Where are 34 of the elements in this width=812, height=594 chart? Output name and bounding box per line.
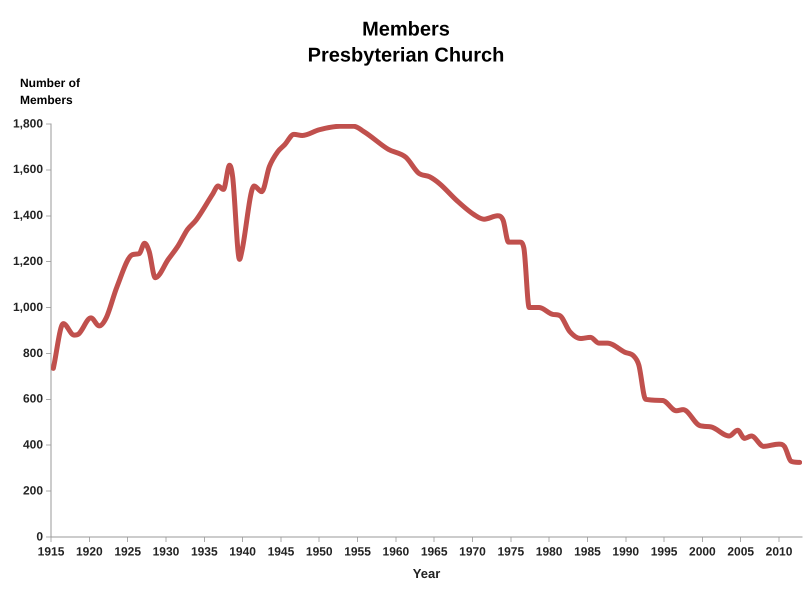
x-tick-label: 2000 (689, 544, 716, 559)
x-axis-title: Year (412, 566, 440, 581)
x-tick-label: 1915 (38, 544, 65, 559)
y-tick-label: 1,800 (13, 116, 44, 130)
x-tick-label: 1950 (306, 544, 333, 559)
x-tick-label: 1990 (612, 544, 640, 559)
x-tick-label: 1945 (268, 544, 295, 559)
y-tick-label: 1,400 (13, 208, 44, 222)
y-tick-label: 1,200 (13, 254, 44, 268)
x-tick-label: 1960 (382, 544, 410, 559)
x-tick-label: 1930 (152, 544, 180, 559)
chart-subtitle: Presbyterian Church (308, 44, 504, 67)
y-axis-title: Number of Members (20, 76, 82, 107)
x-tick-label: 1955 (344, 544, 372, 559)
x-tick-label: 1975 (497, 544, 524, 559)
y-tick-label: 1,000 (13, 300, 44, 314)
x-tick-label: 1940 (229, 544, 256, 559)
x-tick-label: 1925 (114, 544, 142, 559)
x-tick-label: 1920 (76, 544, 104, 559)
chart-title: Members (362, 18, 450, 41)
x-tick-label: 1965 (420, 544, 448, 559)
x-tick-label: 2010 (766, 544, 793, 559)
y-tick-label: 800 (23, 346, 44, 360)
x-tick-label: 1985 (574, 544, 602, 559)
y-tick-label: 600 (23, 392, 44, 406)
x-tick-label: 1970 (459, 544, 486, 559)
x-tick-label: 1935 (190, 544, 218, 559)
y-tick-label: 1,600 (13, 162, 44, 176)
x-tick-label: 1980 (536, 544, 563, 559)
y-tick-label: 200 (23, 483, 44, 498)
y-tick-label: 0 (36, 529, 44, 544)
x-tick-label: 2005 (727, 544, 754, 559)
y-tick-label: 400 (23, 438, 44, 452)
x-tick-label: 1995 (650, 544, 678, 559)
